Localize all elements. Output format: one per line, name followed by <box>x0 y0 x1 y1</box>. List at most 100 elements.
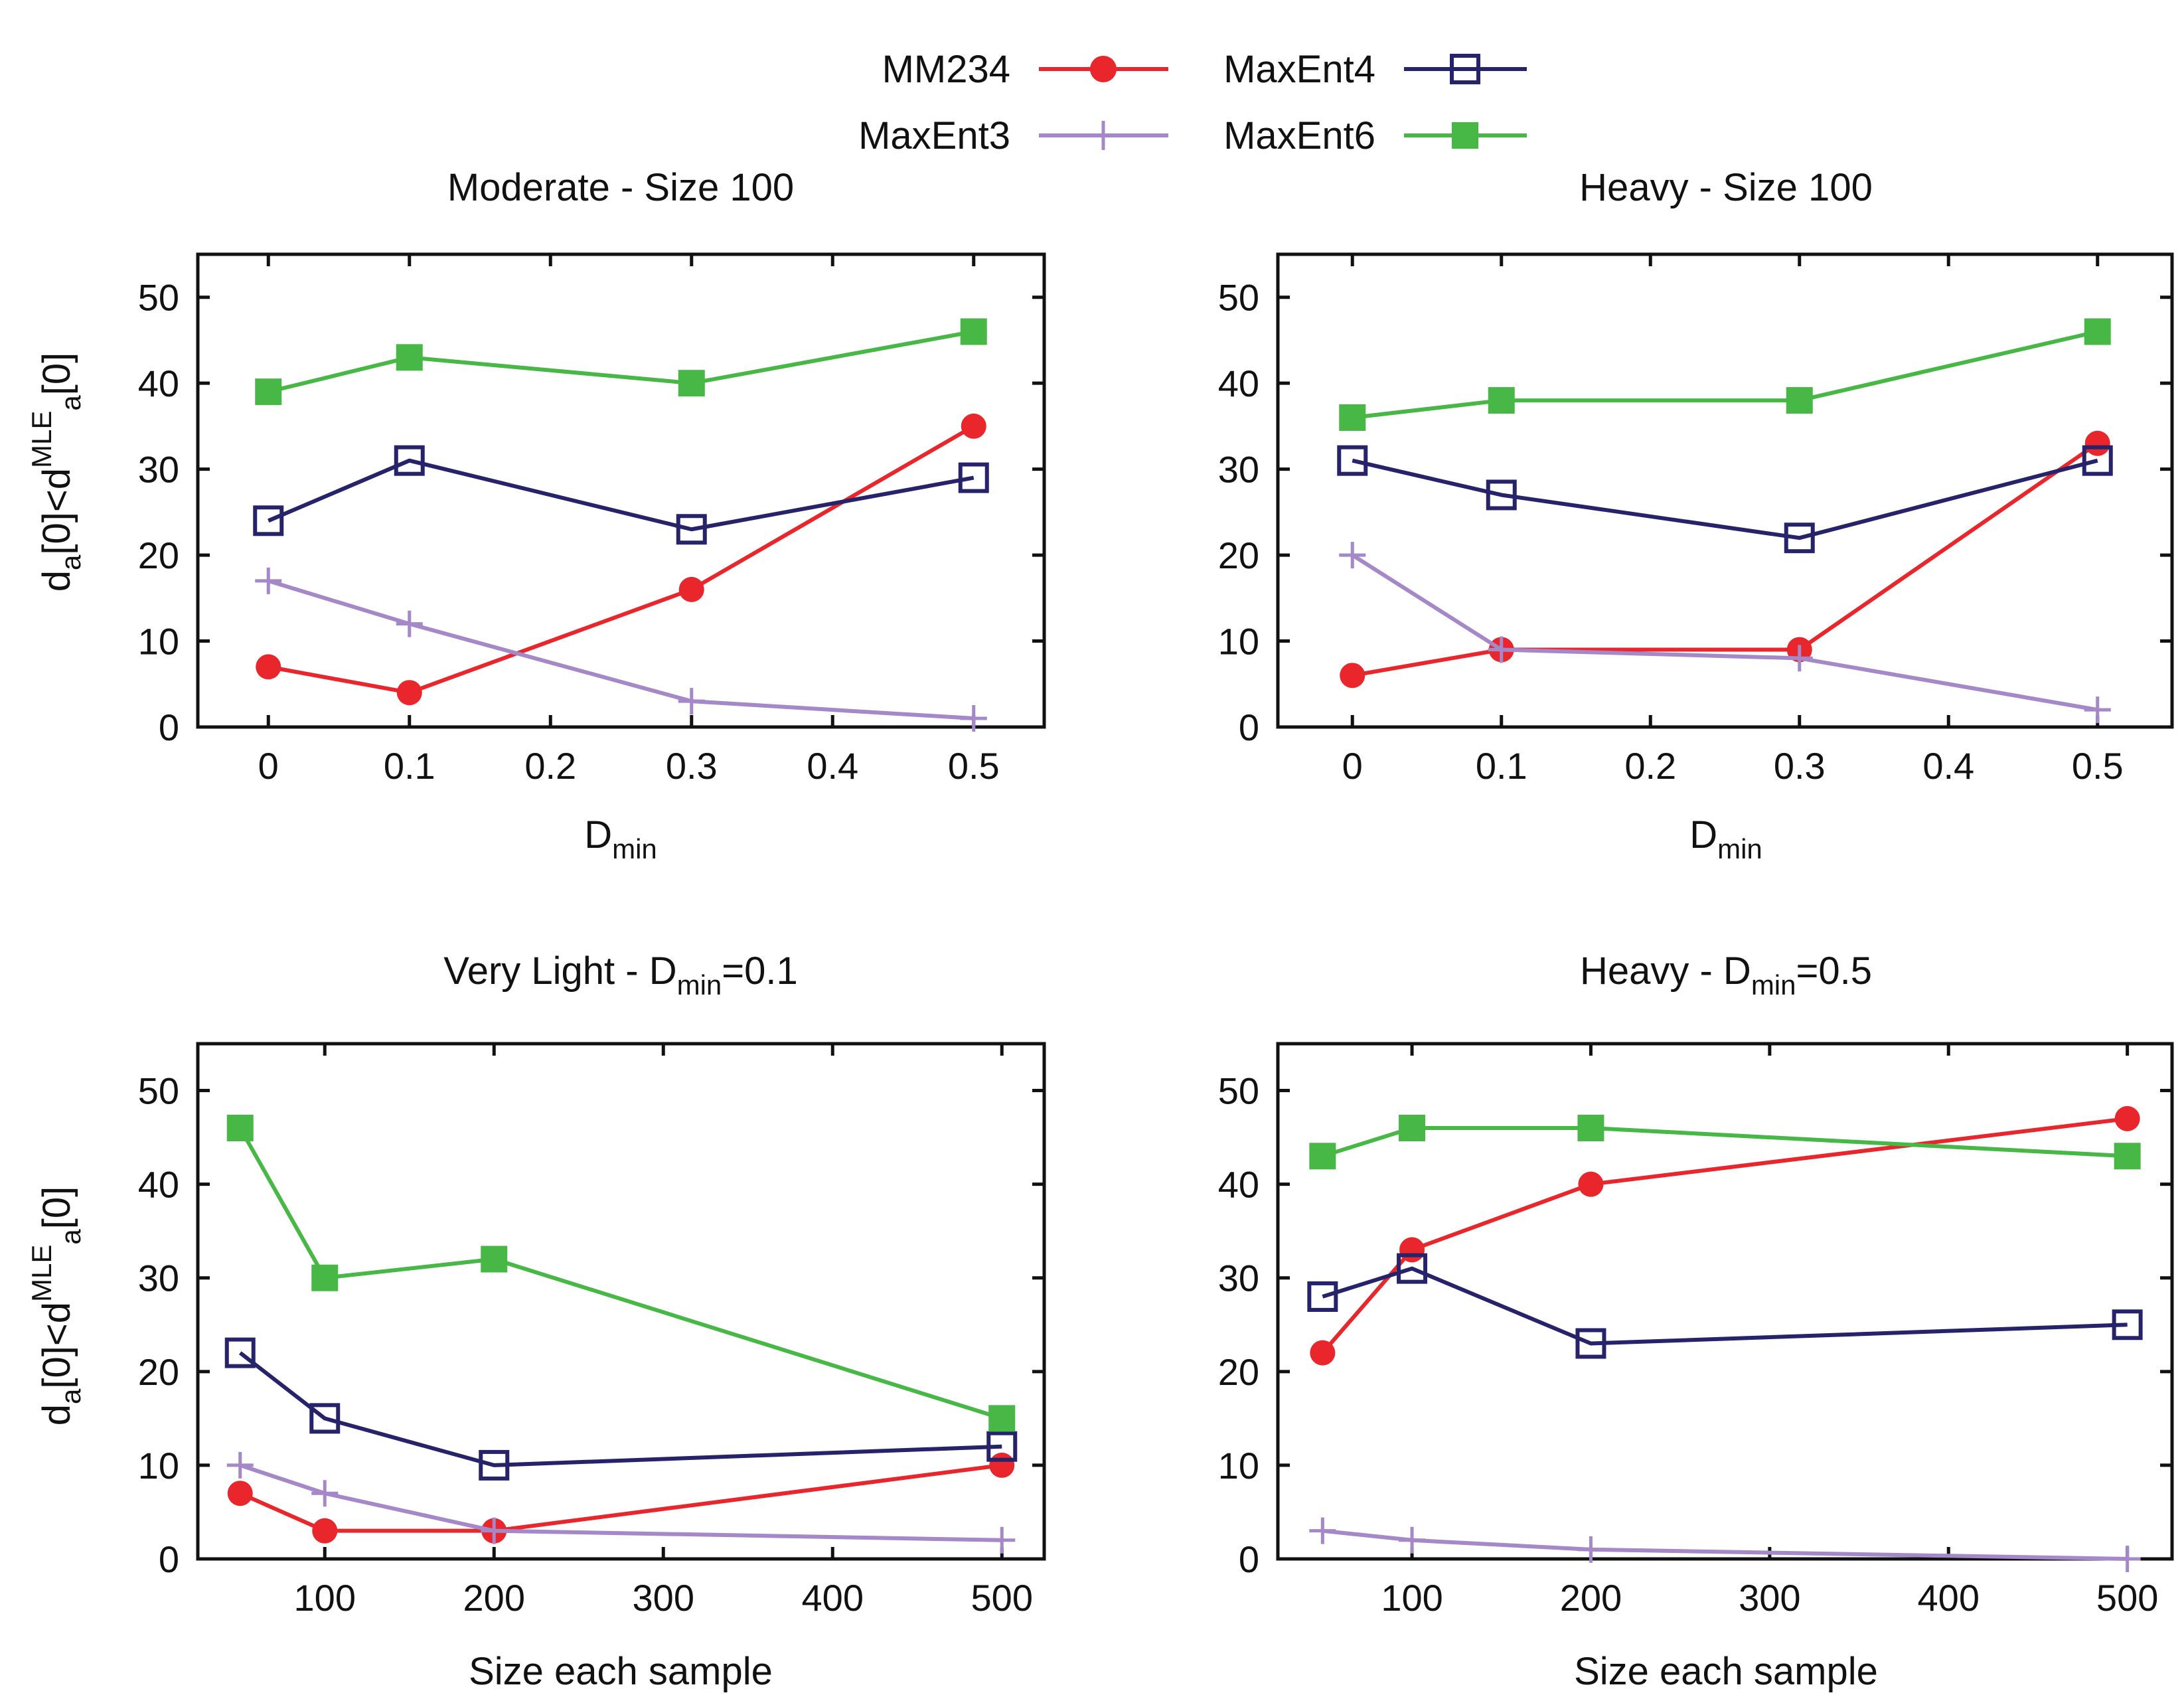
data-point <box>1310 1340 1336 1366</box>
y-tick-label: 40 <box>1218 1164 1259 1206</box>
x-tick-label: 0 <box>1342 745 1363 787</box>
data-point <box>481 1517 508 1544</box>
series-line-maxent6 <box>1352 329 2098 420</box>
x-axis-label: Size each sample <box>469 1650 773 1693</box>
y-tick-label: 40 <box>138 1164 179 1206</box>
data-point <box>1399 1526 1426 1554</box>
series-mm234 <box>256 413 986 706</box>
data-point <box>2084 696 2111 724</box>
series-line-maxent6 <box>268 329 975 394</box>
data-point <box>989 1452 1015 1478</box>
x-tick-label: 0.3 <box>1774 745 1826 787</box>
data-point <box>1339 542 1366 569</box>
series-maxent4 <box>224 1337 1018 1481</box>
series-maxent6 <box>226 1114 1016 1432</box>
data-point <box>2084 430 2110 456</box>
y-tick-label: 50 <box>138 277 179 319</box>
legend-entry-maxent4: MaxEnt4 <box>1223 48 1527 91</box>
series-maxent3 <box>1339 542 2111 724</box>
legend-label: MaxEnt4 <box>1223 48 1375 91</box>
legend-entry-maxent3: MaxEnt3 <box>858 114 1168 157</box>
data-point <box>988 1405 1016 1432</box>
x-tick-label: 400 <box>1918 1577 1980 1619</box>
y-axis-label: da[0]<dMLEa[0] <box>26 1186 86 1425</box>
series-maxent4 <box>1337 445 2113 554</box>
data-point <box>1786 387 1813 414</box>
series-maxent4 <box>253 445 989 545</box>
y-tick-label: 20 <box>1218 534 1259 576</box>
data-point <box>1488 387 1515 414</box>
panel-title: Moderate - Size 100 <box>447 166 794 209</box>
series-maxent6 <box>1309 1114 2141 1170</box>
chart-panel-moderate-size-100: Moderate - Size 100 da[0]<dMLEa[0] Dmin … <box>26 166 1046 864</box>
y-tick-label: 40 <box>1218 363 1259 404</box>
data-point <box>2114 1143 2141 1170</box>
legend-label: MaxEnt3 <box>858 114 1010 157</box>
y-tick-label: 40 <box>138 363 179 404</box>
panel-title: Heavy - Size 100 <box>1579 166 1873 209</box>
plot-frame <box>1276 1042 2174 1561</box>
series-line-mm234 <box>239 1463 1002 1533</box>
data-point <box>1397 1253 1428 1284</box>
data-point <box>396 680 422 706</box>
x-axis-label: Size each sample <box>1574 1650 1878 1693</box>
open-square-icon <box>1450 54 1480 84</box>
data-point <box>1578 1171 1604 1197</box>
data-point <box>960 318 987 345</box>
series-line-maxent6 <box>238 1127 1003 1421</box>
series-line-maxent4 <box>268 458 975 532</box>
x-tick-label: 500 <box>2096 1577 2158 1619</box>
series-maxent3 <box>255 567 987 732</box>
data-point <box>1577 1536 1604 1563</box>
series-maxent6 <box>255 318 987 406</box>
legend-label: MaxEnt6 <box>1223 114 1375 157</box>
x-tick-label: 200 <box>1560 1577 1622 1619</box>
data-point <box>1340 663 1365 688</box>
x-tick-label: 0.3 <box>666 745 718 787</box>
y-tick-label: 0 <box>159 706 179 748</box>
plot-frame <box>1276 252 2174 729</box>
data-point <box>988 1526 1016 1554</box>
chart-panel-heavy-size-100: Heavy - Size 100 Dmin 0 0.1 0.2 0.3 0.4 0.5 0 1… <box>1218 166 2174 864</box>
y-tick-label: 30 <box>138 449 179 491</box>
data-point <box>481 1246 508 1273</box>
data-point <box>676 514 707 545</box>
y-tick-label: 10 <box>1218 1445 1259 1487</box>
data-point <box>1337 445 1368 476</box>
data-point <box>255 378 282 406</box>
data-point <box>1786 645 1813 672</box>
data-point <box>2082 445 2113 476</box>
series-line-maxent4 <box>1352 458 2098 540</box>
panel-title: Very Light - Dmin=0.1 <box>443 949 798 1001</box>
x-tick-label: 0.4 <box>1922 745 1974 787</box>
data-point <box>1399 1114 1426 1141</box>
x-tick-label: 0.5 <box>2072 745 2124 787</box>
data-point <box>224 1337 256 1368</box>
x-tick-label: 0.2 <box>524 745 576 787</box>
data-point <box>2114 1546 2141 1572</box>
y-tick-label: 20 <box>1218 1351 1259 1393</box>
y-tick-label: 30 <box>1218 449 1259 491</box>
x-tick-label: 100 <box>1381 1577 1443 1619</box>
y-tick-label: 30 <box>138 1257 179 1299</box>
data-point <box>394 445 425 476</box>
legend-label: MM234 <box>882 48 1010 91</box>
data-point <box>226 1451 254 1479</box>
data-point <box>1309 1143 1336 1170</box>
data-point <box>1399 1237 1425 1263</box>
plot-frame <box>196 252 1046 729</box>
data-point <box>2112 1309 2143 1340</box>
x-tick-label: 300 <box>1739 1577 1800 1619</box>
data-point <box>227 1481 253 1506</box>
chart-panel-heavy-dmin-0-5: Heavy - Dmin=0.5 Size each sample 100 200… <box>1218 949 2174 1693</box>
series-mm234 <box>1310 1105 2140 1366</box>
chart-panel-very-light-dmin-0-1: Very Light - Dmin=0.1 da[0]<dMLEa[0] Siz… <box>26 949 1046 1693</box>
x-axis-label: Dmin <box>1689 813 1762 864</box>
series-maxent4 <box>1307 1253 2143 1359</box>
x-tick-label: 0.1 <box>384 745 435 787</box>
x-tick-label: 500 <box>971 1577 1033 1619</box>
legend-entry-maxent6: MaxEnt6 <box>1223 114 1527 157</box>
data-point <box>958 462 989 493</box>
y-tick-label: 50 <box>138 1070 179 1112</box>
